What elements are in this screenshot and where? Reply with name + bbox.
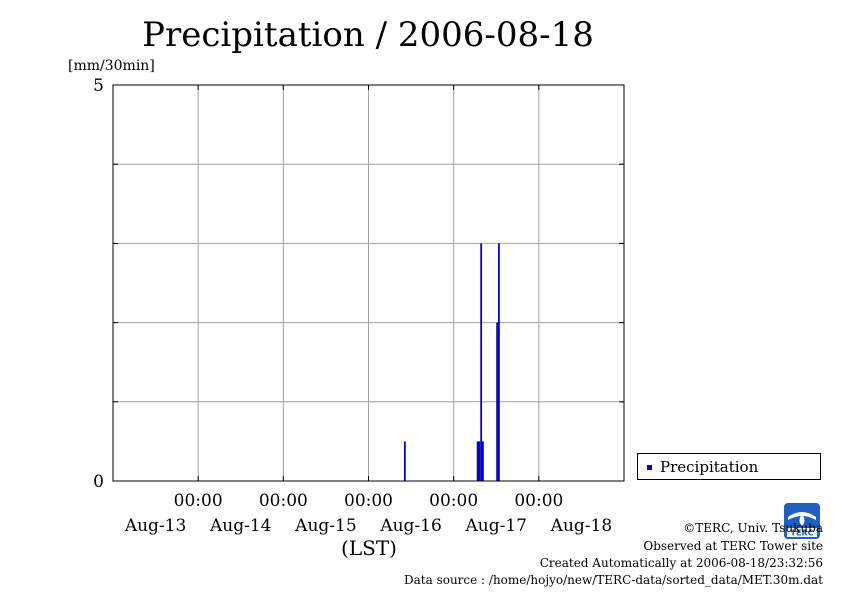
legend-label: Precipitation: [660, 458, 759, 476]
precipitation-bar: [476, 441, 479, 481]
x-tick-date-label: Aug-17: [465, 516, 527, 536]
precipitation-bar: [496, 322, 499, 481]
grid-lines: [113, 84, 624, 482]
x-tick-date-label: Aug-13: [124, 516, 186, 536]
precipitation-bar: [403, 441, 406, 481]
logo-text: TERC: [791, 529, 814, 538]
precipitation-bar: [480, 243, 483, 481]
y-axis-unit-label: [mm/30min]: [68, 58, 155, 74]
terc-logo-icon: TERC: [784, 503, 820, 539]
legend: Precipitation: [637, 453, 821, 480]
x-tick-date-label: Aug-18: [550, 516, 612, 536]
precipitation-bars: [403, 243, 500, 481]
x-tick-time-label: 00:00: [344, 491, 393, 511]
footer-source: Data source : /home/hojyo/new/TERC-data/…: [404, 573, 823, 587]
footer-copyright: ©TERC, Univ. Tsukuba: [683, 521, 823, 535]
footer-observed: Observed at TERC Tower site: [643, 539, 823, 553]
x-axis-label: (LST): [341, 536, 397, 560]
x-tick-date-label: Aug-14: [209, 516, 271, 536]
legend-swatch: [647, 465, 652, 470]
x-tick-date-label: Aug-16: [379, 516, 441, 536]
x-tick-time-label: 00:00: [429, 491, 478, 511]
y-tick-label: 0: [93, 472, 104, 492]
axis-labels: 00:00 00:00 00:00 00:00 00:00 Aug-13 Aug-14 Aug…: [93, 76, 612, 536]
footer-created: Created Automatically at 2006-08-18/23:3…: [539, 556, 823, 570]
axis-ticks: [113, 84, 624, 482]
chart-title: Precipitation / 2006-08-18: [142, 15, 594, 55]
x-tick-time-label: 00:00: [514, 491, 563, 511]
precipitation-bar: [482, 441, 484, 481]
x-tick-time-label: 00:00: [259, 491, 308, 511]
precipitation-bar: [478, 441, 481, 481]
x-tick-time-label: 00:00: [174, 491, 223, 511]
x-tick-date-label: Aug-15: [294, 516, 356, 536]
y-tick-label: 5: [93, 76, 104, 96]
precipitation-bar: [498, 243, 500, 481]
